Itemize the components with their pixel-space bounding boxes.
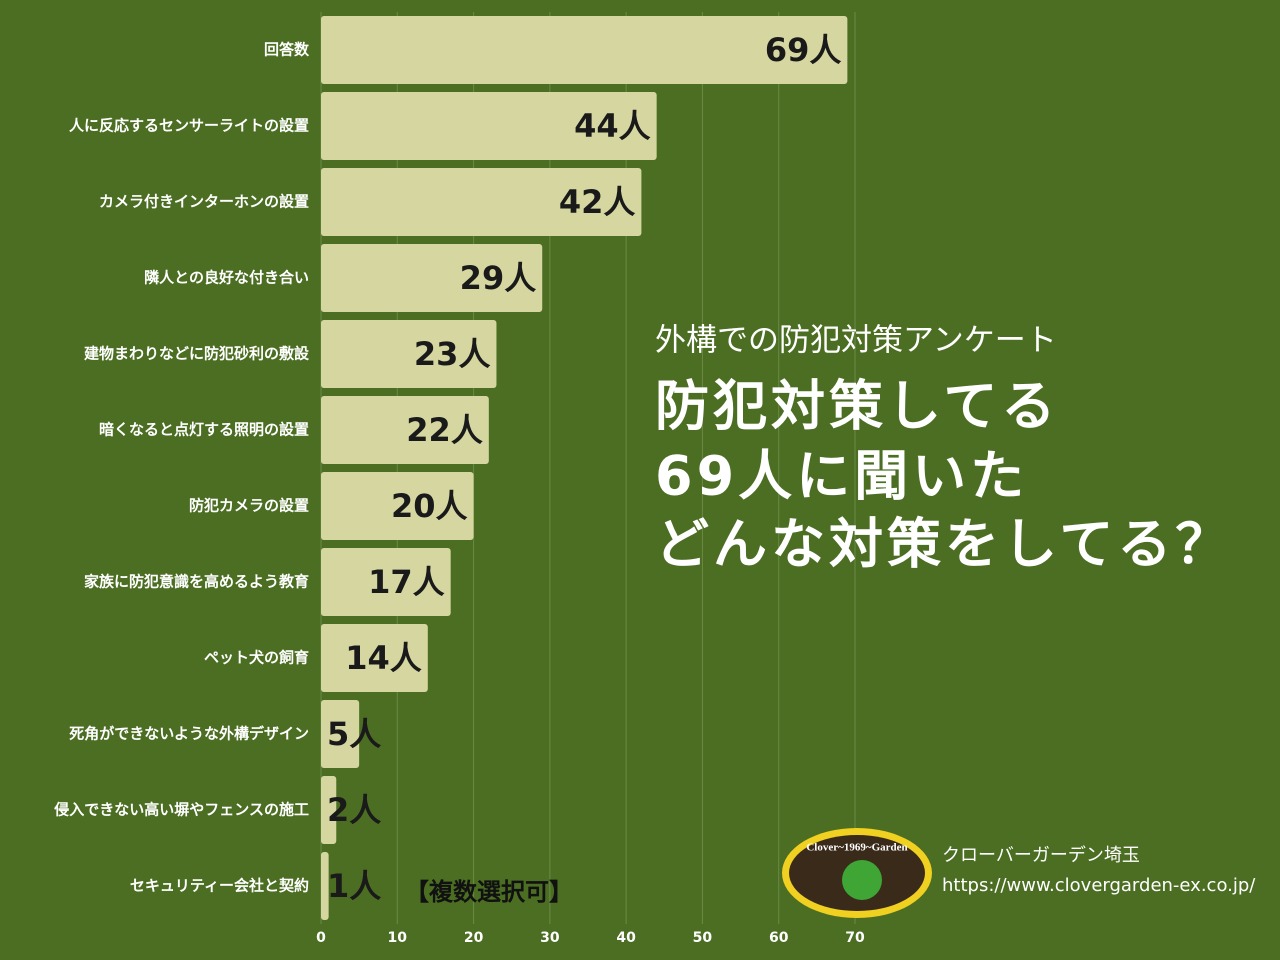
value-label: 22人 — [406, 411, 483, 449]
company-name: クローバーガーデン埼玉 — [942, 845, 1140, 866]
value-label: 5人 — [327, 715, 381, 753]
bar — [321, 320, 497, 388]
x-tick-label: 30 — [540, 930, 560, 946]
chart-title: どんな対策をしてる？ — [655, 513, 1233, 576]
value-label: 1人 — [327, 867, 381, 905]
note: 【複数選択可】 — [405, 878, 573, 906]
y-tick-label: 家族に防犯意識を高めるよう教育 — [84, 573, 309, 591]
bar — [321, 92, 657, 160]
y-tick-label: カメラ付きインターホンの設置 — [99, 193, 309, 211]
x-tick-label: 50 — [693, 930, 713, 946]
y-tick-label: 暗くなると点灯する照明の設置 — [99, 421, 309, 439]
y-tick-label: 侵入できない高い塀やフェンスの施工 — [53, 801, 309, 819]
bar — [321, 624, 428, 692]
chart-title: 69人に聞いた — [655, 445, 1028, 508]
logo-clover — [842, 860, 882, 900]
x-tick-label: 20 — [464, 930, 484, 946]
bar — [321, 548, 451, 616]
x-tick-label: 10 — [388, 930, 408, 946]
bar — [321, 852, 329, 920]
value-label: 29人 — [460, 259, 537, 297]
chart-title: 防犯対策してる — [655, 375, 1059, 438]
y-tick-label: 隣人との良好な付き合い — [144, 269, 309, 287]
logo: Clover~1969~Garden — [782, 828, 932, 918]
bar — [321, 700, 360, 768]
y-tick-label: 防犯カメラの設置 — [189, 497, 309, 515]
y-tick-label: ペット犬の飼育 — [204, 649, 309, 667]
value-label: 69人 — [765, 31, 842, 69]
bar — [321, 244, 543, 312]
company-url: https://www.clovergarden-ex.co.jp/ — [942, 875, 1256, 896]
bar — [321, 168, 642, 236]
y-tick-label: 人に反応するセンサーライトの設置 — [69, 117, 309, 135]
logo-text: Clover~1969~Garden — [806, 842, 907, 854]
x-tick-label: 70 — [845, 930, 865, 946]
chart-subtitle: 外構での防犯対策アンケート — [655, 323, 1057, 359]
value-label: 44人 — [574, 107, 651, 145]
x-tick-label: 60 — [769, 930, 789, 946]
y-tick-label: セキュリティー会社と契約 — [130, 877, 309, 895]
y-tick-label: 回答数 — [264, 41, 310, 59]
value-label: 42人 — [559, 183, 636, 221]
value-label: 2人 — [327, 791, 381, 829]
y-tick-label: 建物まわりなどに防犯砂利の敷設 — [84, 345, 310, 363]
x-tick-label: 0 — [316, 930, 326, 946]
x-tick-label: 40 — [616, 930, 636, 946]
value-label: 20人 — [391, 487, 468, 525]
value-label: 14人 — [345, 639, 422, 677]
value-label: 17人 — [368, 563, 445, 601]
bar — [321, 16, 848, 84]
value-label: 23人 — [414, 335, 491, 373]
y-tick-label: 死角ができないような外構デザイン — [69, 725, 309, 743]
bar — [321, 776, 337, 844]
bar — [321, 472, 474, 540]
bar — [321, 396, 489, 464]
